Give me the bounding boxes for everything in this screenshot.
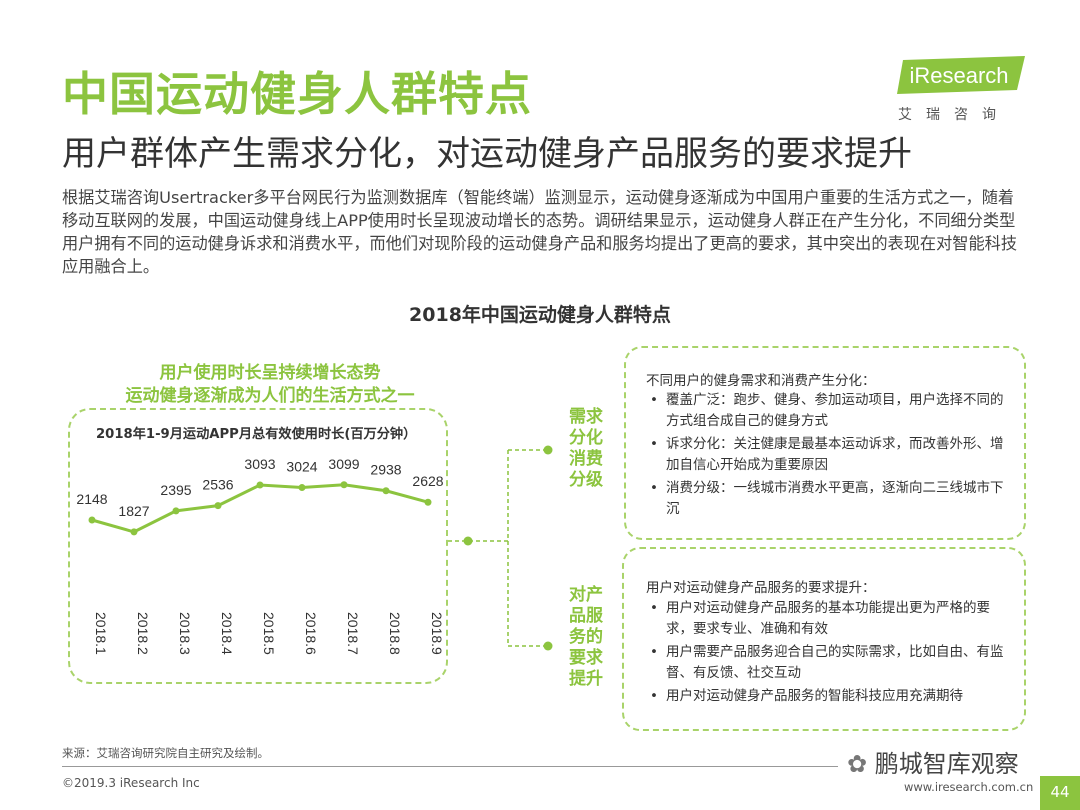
x-tick-label: 2018.8 [387, 612, 403, 655]
data-label: 1827 [118, 503, 149, 519]
data-point [382, 487, 390, 495]
data-point [256, 481, 264, 489]
data-label: 2148 [76, 491, 107, 507]
x-tick-label: 2018.1 [93, 612, 109, 655]
data-label: 3024 [286, 459, 317, 475]
data-point [424, 498, 432, 506]
list-item: 消费分级：一线城市消费水平更高，逐渐向二三线城市下沉 [646, 478, 1006, 520]
iresearch-logo: iResearch [897, 56, 1025, 94]
data-point [340, 481, 348, 489]
line-chart: 2148 2018.1 1827 2018.2 2395 2018.3 2536 2018.4… [76, 456, 445, 655]
list-item: 用户对运动健身产品服务的基本功能提出更为严格的要求，要求专业、准确和有效 [646, 598, 1008, 640]
connector-lines [448, 445, 553, 651]
connector-dot-left [463, 536, 473, 546]
data-label: 3099 [328, 456, 359, 472]
demand-panel [624, 346, 1026, 540]
data-point [172, 507, 180, 515]
chart-title: 2018年1-9月运动APP月总有效使用时长(百万分钟） [96, 427, 417, 442]
x-tick-label: 2018.9 [429, 612, 445, 655]
x-tick-label: 2018.7 [345, 612, 361, 655]
list-item: 用户对运动健身产品服务的智能科技应用充满期待 [646, 686, 1008, 707]
connector-dot-bottom [543, 641, 553, 651]
page-number: 44 [1050, 783, 1070, 801]
chart-frame [68, 408, 448, 684]
side-label-demand: 需求分化消费分级 [569, 407, 603, 490]
data-label: 2628 [412, 473, 443, 489]
list-item: 诉求分化：关注健康是最基本运动诉求，而改善外形、增加自信心开始成为重要原因 [646, 434, 1006, 476]
logo-subtitle: 艾瑞咨询 [898, 107, 1010, 123]
list-item: 覆盖广泛：跑步、健身、参加运动项目，用户选择不同的方式组合成自己的健身方式 [646, 390, 1006, 432]
requirements-panel-title: 用户对运动健身产品服务的要求提升： [646, 580, 876, 596]
data-label: 2536 [202, 477, 233, 493]
demand-panel-list: 覆盖广泛：跑步、健身、参加运动项目，用户选择不同的方式组合成自己的健身方式 诉求… [646, 390, 1006, 522]
website: www.iresearch.com.cn [904, 780, 1034, 794]
data-point [214, 502, 222, 510]
source-note: 来源：艾瑞咨询研究院自主研究及绘制。 [62, 746, 269, 760]
connector-dot-top [543, 445, 553, 455]
data-label: 2938 [370, 462, 401, 478]
data-label: 2395 [160, 482, 191, 498]
requirements-panel-list: 用户对运动健身产品服务的基本功能提出更为严格的要求，要求专业、准确和有效 用户需… [646, 598, 1008, 709]
wechat-icon: ✿ [847, 750, 868, 778]
data-point [88, 516, 96, 524]
data-label: 3093 [244, 456, 275, 472]
page-subtitle: 用户群体产生需求分化，对运动健身产品服务的要求提升 [62, 134, 912, 174]
x-tick-label: 2018.3 [177, 612, 193, 655]
requirements-panel [622, 547, 1026, 731]
demand-panel-title: 不同用户的健身需求和消费产生分化： [646, 373, 876, 389]
chart-caption-2: 运动健身逐渐成为人们的生活方式之一 [125, 386, 415, 406]
side-label-requirements: 对产品服务的要求提升 [569, 585, 603, 689]
x-tick-label: 2018.2 [135, 612, 151, 655]
page-number-badge [1040, 776, 1080, 810]
copyright: ©2019.3 iResearch Inc [62, 776, 200, 790]
watermark-label: 鹏城智库观察 [874, 750, 1019, 778]
x-tick-label: 2018.6 [303, 612, 319, 655]
watermark-text: ✿ 鹏城智库观察 [847, 744, 1019, 779]
chart-heading: 2018年中国运动健身人群特点 [409, 304, 671, 326]
data-point [130, 528, 138, 536]
list-item: 用户需要产品服务迎合自己的实际需求，比如自由、有监督、有反馈、社交互动 [646, 642, 1008, 684]
x-tick-label: 2018.5 [261, 612, 277, 655]
x-tick-label: 2018.4 [219, 612, 235, 655]
page-title: 中国运动健身人群特点 [62, 67, 532, 121]
data-point [298, 484, 306, 492]
footer-divider [62, 766, 838, 767]
logo-text: iResearch [909, 63, 1008, 88]
chart-caption-1: 用户使用时长呈持续增长态势 [159, 363, 381, 383]
intro-paragraph: 根据艾瑞咨询Usertracker多平台网民行为监测数据库（智能终端）监测显示，… [62, 188, 1018, 276]
